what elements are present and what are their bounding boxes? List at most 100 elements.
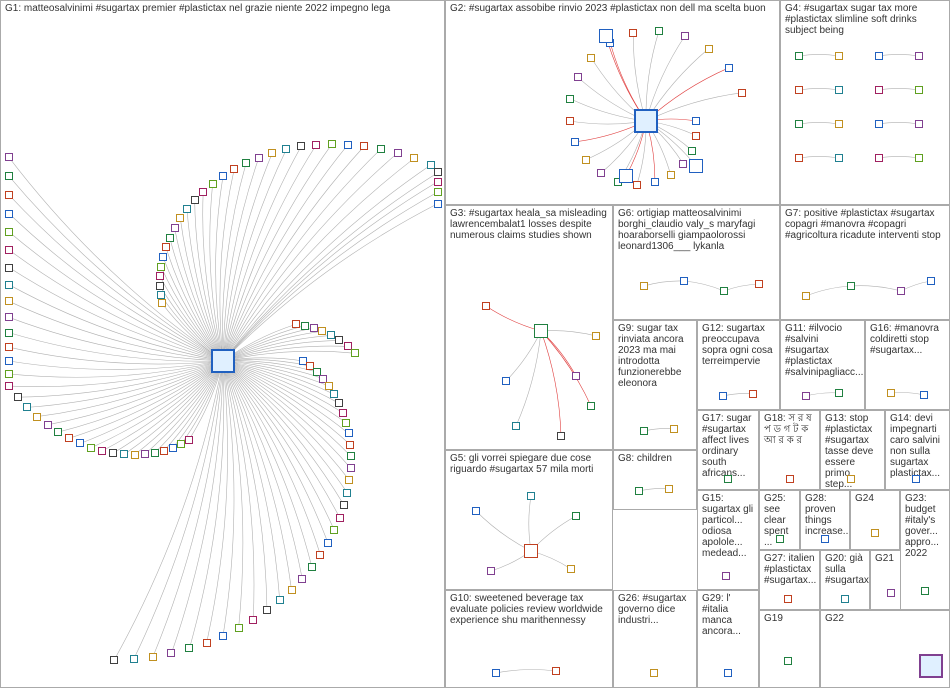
graph-node [527, 492, 535, 500]
graph-node [587, 402, 595, 410]
panel-title: G6: ortigiap matteosalvinimi borghi_clau… [614, 206, 779, 254]
panel-g3: G3: #sugartax heala_sa misleading lawren… [445, 205, 613, 450]
graph-node [185, 436, 193, 444]
graph-node [209, 180, 217, 188]
graph-node [582, 156, 590, 164]
graph-node [655, 27, 663, 35]
graph-node [5, 281, 13, 289]
panel-g4: G4: #sugartax sugar tax more #plastictax… [780, 0, 950, 205]
graph-node [847, 282, 855, 290]
graph-node [191, 196, 199, 204]
graph-node [434, 168, 442, 176]
graph-node [680, 277, 688, 285]
edge-layer [1, 1, 444, 687]
panel-title: G27: italien #plastictax #sugartax... [760, 551, 819, 588]
graph-node [149, 653, 157, 661]
panel-title: G11: #ilvocio #salvini #sugartax #plasti… [781, 321, 864, 380]
graph-node [5, 172, 13, 180]
graph-node [288, 586, 296, 594]
panel-g25: G25: see clear spent ... [759, 490, 800, 550]
graph-node [689, 159, 703, 173]
graph-node [310, 324, 318, 332]
graph-node [5, 329, 13, 337]
graph-node [524, 544, 538, 558]
graph-node [847, 475, 855, 483]
graph-node [512, 422, 520, 430]
panel-g17: G17: sugar #sugartax affect lives ordina… [697, 410, 759, 490]
graph-node [725, 64, 733, 72]
graph-node [795, 52, 803, 60]
panel-title: G14: devi impegnarti caro salvini non su… [886, 411, 949, 481]
graph-node [434, 178, 442, 186]
graph-node [166, 234, 174, 242]
graph-node [835, 154, 843, 162]
graph-node [268, 149, 276, 157]
graph-node [14, 393, 22, 401]
graph-node [335, 336, 343, 344]
graph-node [110, 656, 118, 664]
graph-node [98, 447, 106, 455]
graph-node [784, 657, 792, 665]
graph-node [345, 429, 353, 437]
panel-title: G8: children [614, 451, 696, 466]
panel-g15: G15: sugartax gli particol... odiosa apo… [697, 490, 759, 590]
graph-node [670, 425, 678, 433]
graph-node [76, 439, 84, 447]
graph-node [566, 117, 574, 125]
graph-node [776, 535, 784, 543]
graph-node [5, 264, 13, 272]
graph-node [23, 403, 31, 411]
graph-node [5, 313, 13, 321]
graph-node [692, 132, 700, 140]
graph-node [5, 370, 13, 378]
graph-node [5, 382, 13, 390]
graph-node [634, 109, 658, 133]
graph-node [534, 324, 548, 338]
graph-node [297, 142, 305, 150]
graph-node [875, 52, 883, 60]
graph-node [156, 272, 164, 280]
panel-title: G9: sugar tax rinviata ancora 2023 ma ma… [614, 321, 696, 391]
graph-node [347, 464, 355, 472]
graph-node [330, 526, 338, 534]
graph-node [724, 669, 732, 677]
graph-node [159, 253, 167, 261]
panel-title: G7: positive #plastictax #sugartax copag… [781, 206, 949, 243]
graph-node [919, 654, 943, 678]
panel-title: G16: #manovra coldiretti stop #sugartax.… [866, 321, 949, 358]
graph-node [679, 160, 687, 168]
graph-node [786, 475, 794, 483]
graph-node [821, 535, 829, 543]
graph-node [171, 224, 179, 232]
panel-g24: G24 [850, 490, 900, 550]
graph-node [875, 154, 883, 162]
graph-node [629, 29, 637, 37]
panel-g18: G18: স র ষ প ড গ ট ক আ র ক র [759, 410, 820, 490]
panel-g19: G19 [759, 610, 820, 688]
graph-node [552, 667, 560, 675]
graph-node [650, 669, 658, 677]
graph-node [394, 149, 402, 157]
panel-g11: G11: #ilvocio #salvini #sugartax #plasti… [780, 320, 865, 410]
graph-node [875, 86, 883, 94]
graph-node [688, 147, 696, 155]
graph-node [156, 282, 164, 290]
graph-node [343, 489, 351, 497]
graph-node [157, 291, 165, 299]
graph-node [109, 449, 117, 457]
graph-node [720, 287, 728, 295]
graph-node [346, 441, 354, 449]
panel-title: G19 [760, 611, 819, 626]
graph-node [5, 191, 13, 199]
graph-node [183, 205, 191, 213]
panel-g13: G13: stop #plastictax #sugartax tasse de… [820, 410, 885, 490]
graph-node [235, 624, 243, 632]
graph-node [572, 372, 580, 380]
graph-node [167, 649, 175, 657]
graph-node [177, 440, 185, 448]
graph-node [665, 485, 673, 493]
panel-g29: G29: l' #italia manca ancora... [697, 590, 759, 688]
graph-node [345, 476, 353, 484]
graph-node [263, 606, 271, 614]
graph-node [351, 349, 359, 357]
